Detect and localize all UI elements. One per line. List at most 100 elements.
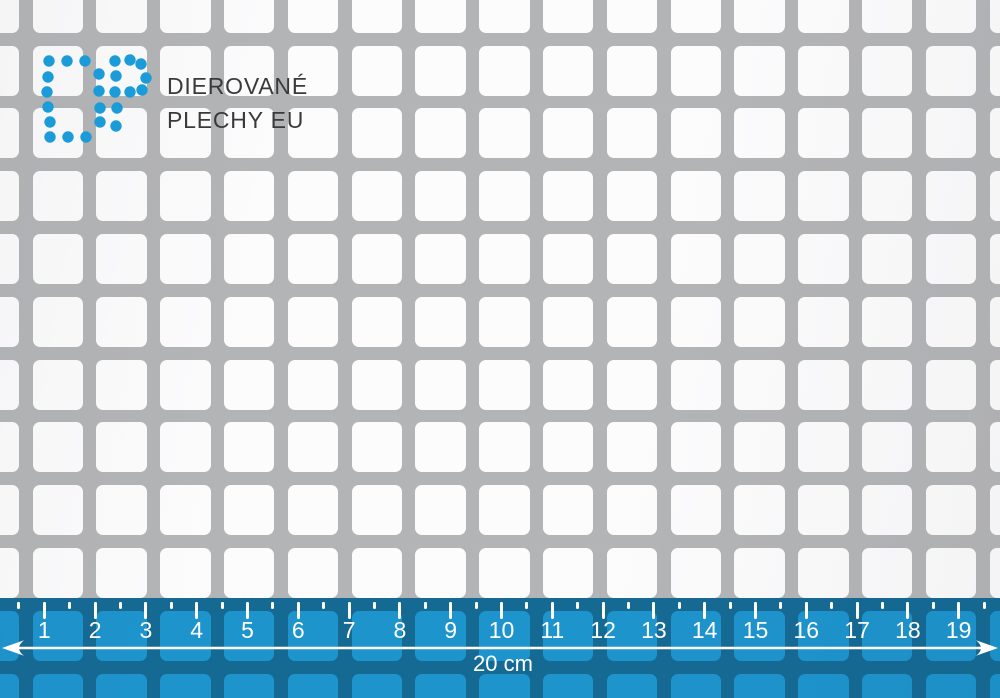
ruler-arrow	[2, 640, 998, 656]
mesh-hole	[479, 108, 530, 159]
ruler-tick-half	[830, 602, 834, 609]
ruler-number: 3	[139, 617, 153, 643]
mesh-hole	[287, 547, 339, 598]
mesh-hole	[479, 233, 530, 284]
ruler-tick-cm	[296, 602, 300, 619]
mesh-hole	[223, 547, 275, 598]
mesh-hole	[861, 171, 913, 222]
mesh-hole	[351, 233, 402, 284]
ruler-tick-cm	[246, 602, 249, 619]
ruler-tick-cm	[550, 602, 554, 619]
mesh-hole	[479, 171, 530, 222]
mesh-hole	[223, 296, 275, 347]
mesh-hole	[0, 0, 20, 33]
mesh-hole	[479, 45, 530, 96]
mesh-hole	[670, 108, 721, 159]
mesh-hole	[415, 171, 466, 222]
mesh-hole	[415, 233, 466, 284]
mesh-hole	[798, 547, 849, 598]
mesh-hole	[223, 233, 275, 284]
mesh-hole	[925, 485, 977, 536]
mesh-hole	[734, 0, 785, 33]
mesh-hole	[861, 485, 913, 536]
mesh-hole	[160, 547, 211, 598]
mesh-hole	[32, 0, 83, 33]
ruler-number: 19	[945, 617, 972, 643]
ruler-tick-half	[68, 602, 72, 609]
ruler-tick-half	[576, 602, 580, 609]
ruler-tick-cm	[449, 602, 453, 619]
mesh-hole	[861, 547, 913, 598]
mesh-hole	[734, 45, 785, 96]
mesh-hole	[351, 45, 402, 96]
ruler-tick-cm	[398, 602, 402, 619]
mesh-hole	[351, 485, 402, 536]
mesh-hole	[798, 233, 849, 284]
mesh-hole	[479, 547, 530, 598]
mesh-hole	[479, 485, 530, 536]
mesh-hole	[160, 485, 211, 536]
mesh-hole	[542, 485, 594, 536]
ruler-tick-half	[677, 602, 681, 609]
ruler-tick-cm	[500, 602, 503, 619]
mesh-hole	[734, 296, 785, 347]
mesh-hole	[734, 233, 785, 284]
mesh-hole	[96, 233, 147, 284]
mesh-hole	[415, 547, 466, 598]
mesh-hole	[96, 547, 147, 598]
mesh-hole	[351, 171, 402, 222]
mesh-hole	[606, 0, 658, 33]
ruler-tick-half	[271, 602, 275, 609]
mesh-hole	[989, 296, 1000, 347]
mesh-hole	[861, 45, 913, 96]
mesh-hole	[925, 422, 977, 473]
mesh-hole	[160, 45, 211, 96]
mesh-hole	[670, 45, 721, 96]
mesh-hole	[925, 547, 977, 598]
mesh-hole	[223, 359, 275, 410]
ruler-tick-cm	[703, 602, 707, 619]
mesh-hole	[925, 233, 977, 284]
mesh-hole	[223, 108, 275, 159]
ruler-tick-cm	[855, 602, 859, 619]
mesh-hole	[798, 45, 849, 96]
mesh-hole	[798, 108, 849, 159]
mesh-hole	[351, 359, 402, 410]
ruler-tick-half	[17, 602, 21, 609]
mesh-hole	[0, 171, 20, 222]
mesh-hole	[861, 359, 913, 410]
mesh-hole	[925, 108, 977, 159]
mesh-hole	[606, 422, 658, 473]
mesh-hole	[606, 296, 658, 347]
ruler-tick-half	[525, 602, 529, 609]
mesh-hole	[223, 485, 275, 536]
mesh-hole	[861, 0, 913, 33]
mesh-hole	[861, 233, 913, 284]
mesh-hole	[415, 359, 466, 410]
mesh-hole	[670, 485, 721, 536]
mesh-hole	[479, 359, 530, 410]
mesh-hole	[287, 171, 339, 222]
mesh-hole	[670, 0, 721, 33]
mesh-hole	[351, 422, 402, 473]
mesh-hole	[606, 171, 658, 222]
mesh-hole	[96, 359, 147, 410]
mesh-hole	[0, 359, 20, 410]
mesh-hole	[287, 233, 339, 284]
ruler-number: 14	[691, 617, 718, 643]
mesh-hole	[734, 422, 785, 473]
mesh-hole	[670, 359, 721, 410]
ruler-tick-half	[373, 602, 376, 609]
ruler-number: 6	[291, 617, 305, 643]
mesh-hole	[670, 296, 721, 347]
mesh-hole	[287, 296, 339, 347]
ruler-tick-half	[728, 602, 732, 609]
mesh-hole	[734, 485, 785, 536]
mesh-hole	[160, 359, 211, 410]
mesh-hole	[160, 233, 211, 284]
mesh-hole	[989, 45, 1000, 96]
ruler-tick-half	[119, 602, 122, 609]
mesh-hole	[160, 171, 211, 222]
ruler-tick-cm	[347, 602, 351, 619]
